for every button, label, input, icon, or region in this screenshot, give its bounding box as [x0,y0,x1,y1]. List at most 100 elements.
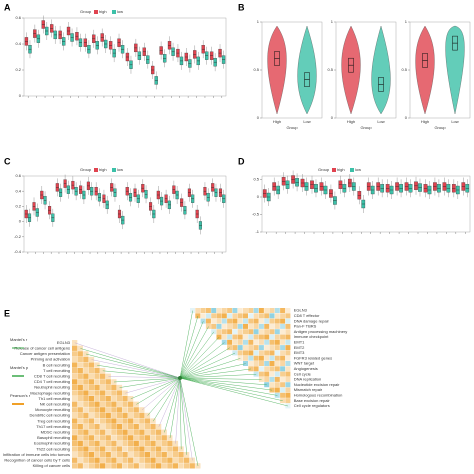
heat-cell [128,396,134,402]
heat-cell [248,318,254,324]
heat-cell [139,418,145,424]
heat-cell [94,362,100,368]
heat-cell [274,387,280,393]
heat-cell [105,384,111,391]
heat-cell [133,435,139,441]
legend-label: low [117,9,123,14]
heat-cell [105,401,111,407]
legend-title: Group [80,9,92,14]
heat-cell [116,452,123,458]
heat-cell [88,362,95,368]
heat-cell [248,329,254,335]
violin [267,25,287,115]
col-label: EMT3 [294,350,305,355]
link [141,377,181,411]
link [179,377,187,455]
hub [178,376,182,380]
link [125,377,181,394]
heat-cell [77,379,83,385]
heat-cell [94,440,100,447]
heat-cell [77,440,83,447]
heat-cell [83,440,89,447]
heat-cell [232,308,238,313]
heat-cell [88,435,95,441]
heat-cell [83,418,89,424]
link [179,342,225,379]
heat-cell [111,424,117,430]
plot-frame [23,175,227,253]
heat-cell [237,323,243,329]
heat-cell [133,424,139,430]
heat-cell [172,463,179,469]
heat-cell [285,392,291,398]
heat-cell [72,429,78,435]
heat-cell [144,429,151,435]
heat-cell [83,463,89,469]
link [179,377,289,407]
heat-cell [128,424,134,430]
heat-cell [116,446,123,452]
heat-cell [88,452,95,458]
link [158,377,181,427]
heat-cell [211,318,217,324]
heat-cell [232,345,238,351]
heat-cell [150,463,156,469]
x-tick-label: Low [377,119,384,124]
heat-cell [274,361,280,366]
heat-cell [144,452,151,458]
heat-cell [94,412,100,419]
heat-cell [88,446,95,452]
heat-cell [72,390,78,396]
heat-cell [264,371,270,377]
heat-cell [253,329,259,335]
heat-cell [178,457,184,463]
row-label: Macrophage recruiting [30,390,70,395]
heat-cell [72,340,78,346]
x-tick-label: Low [303,119,310,124]
heat-cell [111,440,117,447]
link [179,374,257,379]
heat-cell [269,350,275,356]
heat-cell [72,368,78,374]
heat-cell [72,424,78,430]
heat-cell [133,440,139,447]
heat-cell [72,452,78,458]
heat-cell [100,446,106,452]
col-label: WNT target [294,361,315,366]
y-tick-label: 0.5 [401,67,407,72]
heat-cell [167,463,173,469]
heat-cell [77,407,83,413]
heat-cell [139,424,145,430]
heat-cell [94,373,100,379]
heat-cell [88,463,95,469]
row-label: Th22 cell recruiting [36,446,70,451]
heat-cell [111,390,117,396]
heat-cell [83,362,89,368]
link [179,358,241,379]
heat-cell [133,418,139,424]
row-label: MDSC recruiting [41,429,70,434]
plot-frame [23,17,227,97]
heat-cell [100,418,106,424]
heat-cell [128,457,134,463]
heat-cell [156,446,162,452]
heat-cell [72,356,78,363]
heat-cell [274,382,280,388]
heat-cell [111,463,117,469]
heat-cell [105,440,111,447]
heat-cell [111,418,117,424]
heat-cell [128,407,134,413]
heat-cell [100,373,106,379]
heat-cell [77,424,83,430]
heat-cell [269,334,275,340]
heat-cell [172,452,179,458]
link [179,377,199,467]
heat-cell [253,339,259,345]
heat-cell [100,463,106,469]
heat-cell [221,318,227,324]
heat-cell [94,401,100,407]
heat-cell [111,429,117,435]
link [175,377,181,444]
heat-cell [83,457,89,463]
heat-cell [111,412,117,419]
